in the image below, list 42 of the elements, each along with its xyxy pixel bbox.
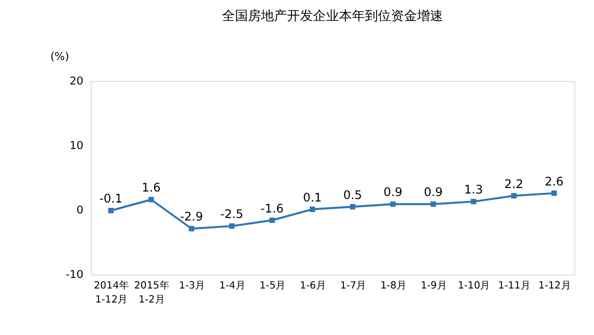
x-tick-label: 1-9月 bbox=[420, 280, 447, 292]
point bbox=[470, 198, 476, 204]
data-label: 0.1 bbox=[302, 190, 322, 204]
data-label: -1.6 bbox=[260, 201, 284, 216]
x-tick-label: 1-10月 bbox=[458, 280, 490, 292]
y-tick-label: 20 bbox=[70, 74, 84, 88]
y-tick-label: -10 bbox=[66, 268, 84, 281]
data-label: -2.5 bbox=[220, 207, 244, 222]
point bbox=[390, 201, 396, 207]
y-tick-label: 0 bbox=[76, 203, 84, 216]
point bbox=[430, 201, 436, 207]
data-label: 0.9 bbox=[424, 185, 443, 200]
point bbox=[269, 218, 275, 223]
data-label: 2.2 bbox=[504, 176, 524, 191]
point bbox=[108, 208, 114, 214]
y-tick-label: 10 bbox=[70, 138, 84, 152]
y-axis-title: (%) bbox=[50, 50, 70, 63]
x-tick-label: 1-12月 bbox=[538, 280, 571, 292]
x-tick-label: 1-6月 bbox=[300, 280, 326, 292]
data-label: 0.5 bbox=[343, 188, 362, 202]
x-tick-label: 1-5月 bbox=[260, 280, 286, 292]
data-label: 0.9 bbox=[384, 185, 402, 200]
point bbox=[350, 204, 356, 210]
chart-title: 全国房地产开发企业本年到位资金增速 bbox=[222, 8, 444, 24]
data-label: 1.3 bbox=[464, 182, 483, 197]
data-label: -2.9 bbox=[180, 210, 204, 224]
point bbox=[148, 196, 154, 202]
data-label: -0.1 bbox=[99, 192, 122, 206]
point bbox=[511, 193, 517, 198]
data-label: 2.6 bbox=[544, 174, 564, 188]
point bbox=[551, 190, 557, 196]
x-tick-label: 2014年 1-12月 bbox=[94, 280, 129, 306]
x-tick-label: 1-3月 bbox=[178, 280, 206, 292]
point bbox=[310, 206, 316, 212]
x-tick-label: 1-4月 bbox=[219, 280, 246, 292]
point bbox=[188, 226, 194, 232]
x-tick-label: 1-7月 bbox=[340, 280, 366, 292]
x-tick-label: 1-11月 bbox=[498, 280, 531, 292]
point bbox=[229, 223, 234, 229]
x-tick-label: 2015年 1-2月 bbox=[134, 280, 170, 306]
x-tick-label: 1-8月 bbox=[380, 280, 407, 292]
data-label: 1.6 bbox=[142, 180, 161, 195]
